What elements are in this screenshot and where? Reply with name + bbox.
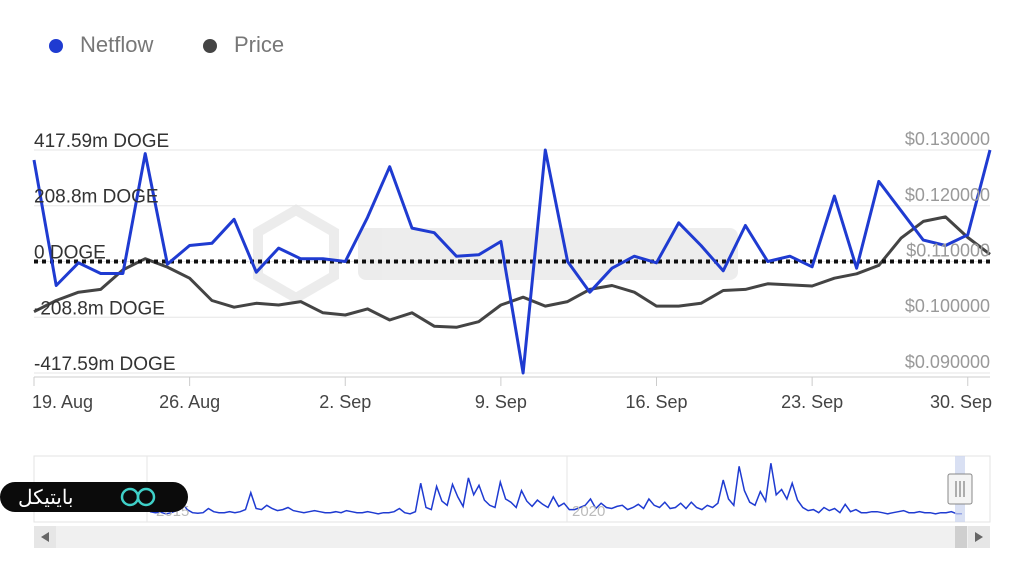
x-axis: 19. Aug 26. Aug 2. Sep 9. Sep 16. Sep 23. Sep… [32,377,992,412]
y-left-tick-label: 0 DOGE [34,243,106,264]
scrollbar-track[interactable] [34,526,990,548]
grid-lines [34,149,990,374]
y-axis-left: 417.59m DOGE 208.8m DOGE 0 DOGE -208.8m DOG… [34,131,176,375]
brand-text: بایتیکل [18,487,74,509]
y-right-tick-label: $0.120000 [905,185,990,205]
legend[interactable]: Netflow Price [49,32,284,57]
scrollbar-thumb[interactable] [955,526,967,548]
netflow-line [32,148,992,375]
x-tick-label: 30. Sep [930,392,992,412]
scrollbar[interactable] [34,526,990,548]
watermark-logo [253,204,738,304]
legend-price-marker [203,39,217,53]
x-tick-label: 2. Sep [319,392,371,412]
navigator-handle[interactable] [947,473,973,505]
x-tick-label: 26. Aug [159,392,220,412]
brand-badge: بایتیکل [0,482,188,512]
x-tick-label: 16. Sep [625,392,687,412]
legend-price-label[interactable]: Price [234,32,284,57]
y-right-tick-label: $0.100000 [905,296,990,316]
y-right-tick-label: $0.090000 [905,352,990,372]
y-left-tick-label: 417.59m DOGE [34,131,169,152]
brand-logo-icon [120,487,156,507]
x-tick-label: 9. Sep [475,392,527,412]
legend-netflow-label[interactable]: Netflow [80,32,153,57]
navigator-label: 2020 [572,503,605,520]
y-left-tick-label: -417.59m DOGE [34,354,176,375]
arrow-left-icon [41,532,49,542]
y-axis-right: $0.130000 $0.120000 $0.110000 $0.100000 $0.0… [905,129,990,372]
y-left-tick-label: -208.8m DOGE [34,298,165,319]
y-right-tick-label: $0.130000 [905,129,990,149]
navigator-series [149,463,962,515]
arrow-right-icon [975,532,983,542]
y-right-tick-label: $0.110000 [906,241,990,261]
netflow-series [32,148,992,375]
x-tick-label: 19. Aug [32,392,93,412]
navigator-frame [33,455,991,523]
x-tick-label: 23. Sep [781,392,843,412]
legend-netflow-marker [49,39,63,53]
y-left-tick-label: 208.8m DOGE [34,187,159,208]
navigator-line [149,463,962,515]
